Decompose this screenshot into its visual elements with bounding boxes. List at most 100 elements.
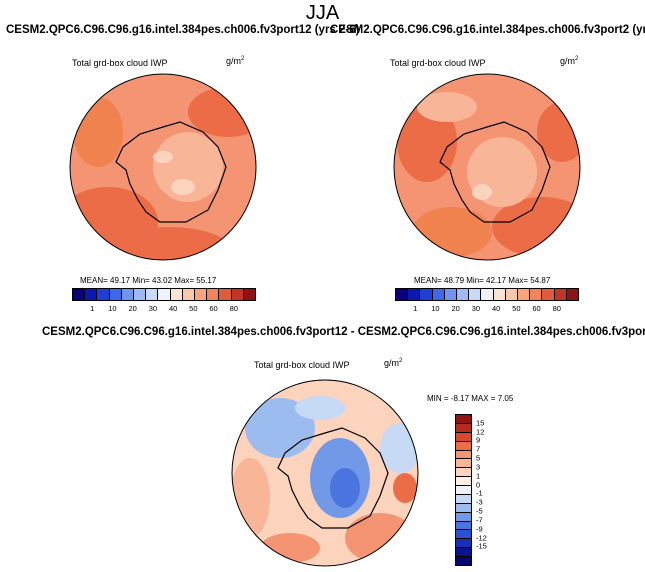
panel-1-colorbar-swatch [134, 289, 147, 300]
panel-1-colorbar-ticks: 1 10 20 30 40 50 60 80 [72, 304, 254, 314]
panel-2-colorbar-swatch [566, 289, 579, 300]
diff-colorbar-tick-label: 7 [476, 444, 481, 454]
diff-colorbar-swatch [456, 415, 471, 424]
diff-colorbar-swatch [456, 503, 471, 513]
diff-antarctica-coast [277, 427, 389, 529]
diff-colorbar-swatch [456, 477, 471, 486]
panel-2-colorbar-swatch [518, 289, 531, 300]
diff-colorbar-tick-label: 12 [476, 427, 485, 437]
panel-1-stats: MEAN= 49.17 Min= 43.02 Max= 55.17 [80, 276, 217, 285]
diff-colorbar-tick-label: -5 [476, 506, 483, 516]
diff-colorbar-swatch [456, 432, 471, 442]
panel-2-colorbar-tick-label: 50 [512, 304, 521, 313]
panel-2-colorbar-swatch [481, 289, 494, 300]
panel-2-colorbar-tick-label: 30 [471, 304, 481, 313]
panel-1-colorbar-tick-label: 30 [148, 304, 158, 313]
panel-2-antarctica-coast [439, 121, 551, 223]
diff-colorbar-swatch [456, 530, 471, 540]
panel-2-colorbar-swatch [554, 289, 567, 300]
panel-1-colorbar-swatch [85, 289, 98, 300]
panel-2-colorbar-tick-label: 40 [491, 304, 501, 313]
main-title: JJA [305, 2, 340, 24]
diff-colorbar-swatch [456, 539, 471, 549]
diff-colorbar-tick-label: 15 [476, 418, 485, 428]
diff-colorbar-tick-label: 3 [476, 462, 481, 472]
panel-1-variable-label: Total grd-box cloud IWP [72, 58, 168, 68]
diff-colorbar-tick-label: -15 [476, 541, 487, 551]
panel-1-colorbar-tick-label: 50 [189, 304, 198, 313]
panel-1-colorbar-tick-label: 1 [90, 304, 95, 313]
diff-colorbar-swatch [456, 548, 471, 557]
panel-2-colorbar-swatch [469, 289, 482, 300]
diff-colorbar-swatch [456, 423, 471, 433]
diff-map-border [231, 379, 419, 567]
panel-1-case-title: CESM2.QPC6.C96.C96.g16.intel.384pes.ch00… [6, 24, 360, 36]
panel-2-colorbar-swatch [420, 289, 433, 300]
diff-colorbar-swatch [456, 512, 471, 522]
panel-2-units: g/m2 [560, 56, 579, 66]
panel-2-colorbar-tick-label: 1 [413, 304, 418, 313]
panel-1-colorbar-tick-label: 60 [209, 304, 218, 313]
panel-2-colorbar-swatch [396, 289, 409, 300]
panel-1-colorbar-tick-label: 80 [229, 304, 238, 313]
panel-2-colorbar-swatch [432, 289, 445, 300]
panel-1-colorbar-swatch [121, 289, 135, 300]
diff-colorbar-tick-label: -12 [476, 533, 487, 543]
panel-1-colorbar-swatch [231, 289, 244, 300]
diff-colorbar-swatch [456, 486, 471, 495]
panel-1-colorbar-swatch [219, 289, 232, 300]
diff-map [231, 379, 419, 567]
panel-2-variable-label: Total grd-box cloud IWP [390, 58, 486, 68]
diff-units: g/m2 [384, 358, 403, 368]
panel-1-colorbar [72, 288, 256, 301]
diff-colorbar-tick-label: 9 [476, 435, 481, 445]
panel-1-units: g/m2 [226, 56, 245, 66]
panel-2-colorbar [395, 288, 579, 301]
panel-1-map [69, 73, 257, 261]
panel-1-colorbar-swatch [207, 289, 220, 300]
diff-colorbar-swatch [456, 450, 471, 460]
panel-2-colorbar-swatch [457, 289, 470, 300]
panel-2-map-border [393, 73, 581, 261]
panel-2-map [393, 73, 581, 261]
diff-colorbar-tick-label: -7 [476, 515, 483, 525]
panel-1-map-border [69, 73, 257, 261]
diff-colorbar-tick-label: -3 [476, 497, 483, 507]
diff-colorbar-swatch [456, 468, 471, 478]
panel-2-case-title: CESM2.QPC6.C96.C96.g16.intel.384pes.ch00… [330, 24, 645, 36]
panel-1-colorbar-swatch [73, 289, 86, 300]
diff-colorbar-swatch [456, 521, 471, 531]
diff-colorbar-swatch [456, 494, 471, 504]
panel-1-colorbar-tick-label: 10 [108, 304, 117, 313]
diff-colorbar-tick-label: -1 [476, 488, 483, 498]
panel-1-colorbar-swatch [182, 289, 196, 300]
panel-1-colorbar-swatch [109, 289, 122, 300]
diff-colorbar [455, 414, 472, 566]
panel-2-colorbar-swatch [493, 289, 506, 300]
panel-2-colorbar-swatch [542, 289, 555, 300]
panel-1-colorbar-swatch [97, 289, 110, 300]
panel-1-colorbar-tick-label: 40 [168, 304, 178, 313]
panel-2-colorbar-tick-label: 10 [431, 304, 440, 313]
panel-1-colorbar-swatch [195, 289, 208, 300]
diff-stats: MIN = -8.17 MAX = 7.05 [427, 394, 514, 403]
diff-colorbar-tick-label: 1 [476, 471, 481, 481]
diff-title: CESM2.QPC6.C96.C96.g16.intel.384pes.ch00… [42, 326, 645, 338]
diff-colorbar-tick-label: 5 [476, 453, 481, 463]
panel-2-colorbar-swatch [530, 289, 543, 300]
diff-colorbar-tick-label: 0 [476, 480, 481, 490]
panel-2-colorbar-ticks: 1 10 20 30 40 50 60 80 [395, 304, 577, 314]
panel-2-colorbar-tick-label: 80 [552, 304, 561, 313]
diff-colorbar-swatch [456, 557, 471, 565]
diff-variable-label: Total grd-box cloud IWP [254, 360, 350, 370]
panel-2-colorbar-tick-label: 20 [451, 304, 460, 313]
diff-colorbar-tick-label: -9 [476, 524, 483, 534]
panel-1-colorbar-swatch [158, 289, 171, 300]
panel-2-colorbar-swatch [444, 289, 458, 300]
panel-1-colorbar-swatch [146, 289, 159, 300]
panel-2-colorbar-tick-label: 60 [532, 304, 541, 313]
diff-colorbar-ticks: 15 12 9 7 5 3 1 0 -1 -3 -5 -7 -9 -12 -15 [476, 414, 496, 564]
panel-1-antarctica-coast [115, 121, 227, 223]
panel-1-colorbar-tick-label: 20 [128, 304, 137, 313]
panel-2-stats: MEAN= 48.79 Min= 42.17 Max= 54.87 [414, 276, 551, 285]
